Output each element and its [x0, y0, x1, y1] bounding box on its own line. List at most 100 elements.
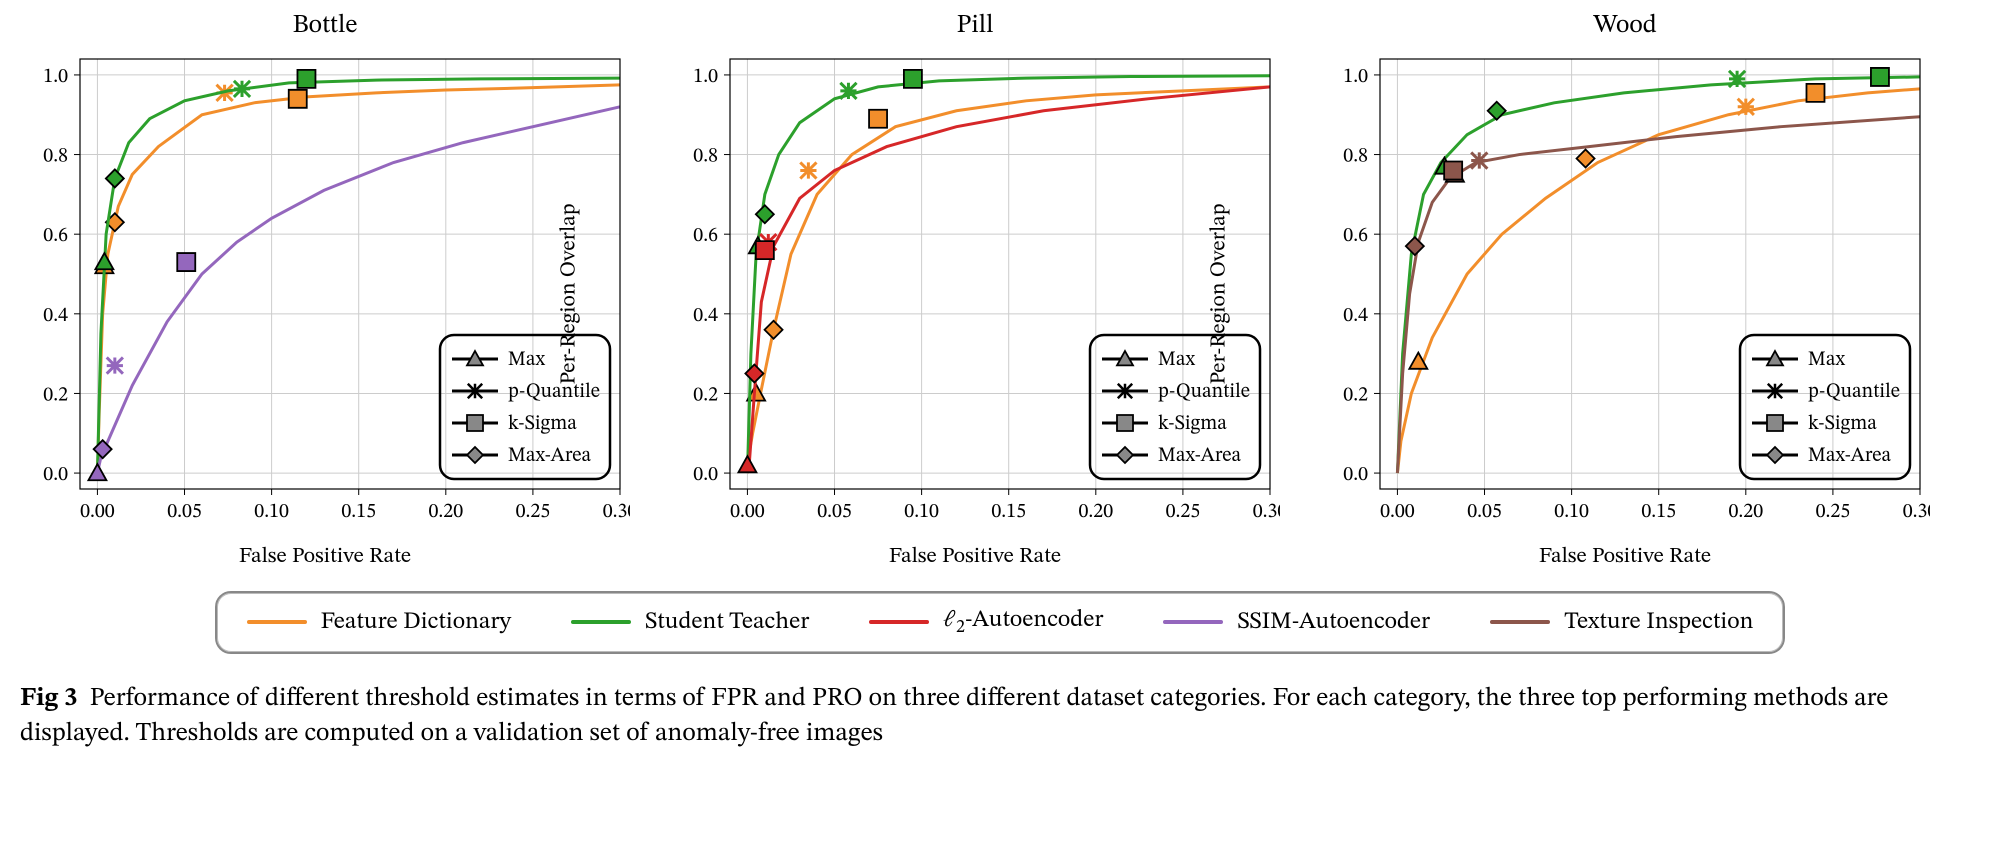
panel-pill: Pill Per-Region Overlap 0.000.050.100.15… [670, 10, 1280, 571]
x-axis-label: False Positive Rate [1320, 543, 1930, 571]
marker-triangle [738, 456, 756, 472]
legend-swatch [1163, 620, 1223, 624]
panel-title: Wood [1320, 10, 1930, 43]
marker-cross [800, 162, 816, 178]
main-legend-row: Feature Dictionary Student Teacher ℓ2-Au… [20, 591, 1980, 654]
marker-legend-label: Max [1808, 350, 1846, 370]
xtick-label: 0.05 [817, 502, 852, 522]
ytick-label: 0.4 [693, 306, 718, 326]
figure-caption: Fig 3 Performance of different threshold… [20, 682, 1980, 752]
legend-swatch [247, 620, 307, 624]
ytick-label: 0.0 [693, 465, 718, 485]
marker-cross [1729, 71, 1745, 87]
legend-label: Texture Inspection [1564, 607, 1753, 637]
marker-square [177, 253, 195, 271]
chart-svg: 0.000.050.100.150.200.250.300.00.20.40.6… [1320, 49, 1930, 539]
marker-legend-label: Max [508, 350, 546, 370]
xtick-label: 0.30 [603, 502, 630, 522]
xtick-label: 0.20 [1729, 502, 1764, 522]
marker-diamond [106, 169, 124, 187]
marker-legend-label: Max-Area [508, 446, 592, 466]
xtick-label: 0.00 [80, 502, 115, 522]
ytick-label: 0.6 [43, 226, 68, 246]
marker-cross [107, 357, 123, 373]
main-legend-item-feature_dictionary: Feature Dictionary [247, 607, 512, 637]
panel-wood: Wood Per-Region Overlap 0.000.050.100.15… [1320, 10, 1930, 571]
x-axis-label: False Positive Rate [20, 543, 630, 571]
legend-label: Feature Dictionary [321, 607, 512, 637]
caption-text: Performance of different threshold estim… [20, 686, 1888, 747]
marker-square [756, 241, 774, 259]
ytick-label: 1.0 [693, 67, 718, 87]
figure: Bottle Per-Region Overlap 0.00 0.05 0.10 0.… [20, 10, 1980, 752]
xtick-label: 0.15 [341, 502, 376, 522]
legend-swatch [1490, 620, 1550, 624]
main-legend-item-texture_inspection: Texture Inspection [1490, 607, 1753, 637]
ytick-label: 0.6 [693, 226, 718, 246]
xtick-label: 0.20 [429, 502, 464, 522]
ytick-label: 1.0 [1343, 67, 1368, 87]
marker-legend-label: p-Quantile [508, 382, 600, 402]
chart-svg: 0.000.050.100.150.200.250.300.00.20.40.6… [20, 49, 630, 539]
panel-title: Pill [670, 10, 1280, 43]
x-axis-label: False Positive Rate [670, 543, 1280, 571]
marker-legend-label: k-Sigma [1158, 414, 1227, 434]
marker-diamond [765, 321, 783, 339]
main-legend-item-student_teacher: Student Teacher [571, 607, 809, 637]
marker-legend-label: Max-Area [1158, 446, 1242, 466]
marker-square [1871, 68, 1889, 86]
ytick-label: 0.8 [693, 147, 718, 167]
xtick-label: 0.00 [730, 502, 765, 522]
marker-legend-label: Max [1158, 350, 1196, 370]
xtick-label: 0.10 [1554, 502, 1589, 522]
main-legend: Feature Dictionary Student Teacher ℓ2-Au… [215, 591, 1786, 654]
ytick-label: 0.8 [43, 147, 68, 167]
panels-row: Bottle Per-Region Overlap 0.00 0.05 0.10 0.… [20, 10, 1980, 571]
marker-diamond [745, 365, 763, 383]
y-axis-label: Per-Region Overlap [555, 203, 583, 384]
marker-square [904, 70, 922, 88]
marker-diamond [1406, 237, 1424, 255]
legend-swatch [869, 620, 929, 624]
xtick-label: 0.00 [1380, 502, 1415, 522]
caption-label: Fig 3 [20, 686, 77, 712]
marker-square [297, 70, 315, 88]
marker-square [869, 110, 887, 128]
panel-bottle: Bottle Per-Region Overlap 0.000.050.100.… [20, 10, 630, 571]
marker-legend-label: k-Sigma [508, 414, 577, 434]
xtick-label: 0.25 [1166, 502, 1201, 522]
ytick-label: 0.4 [43, 306, 68, 326]
marker-triangle [95, 253, 113, 269]
ytick-label: 0.2 [1343, 385, 1368, 405]
legend-label: SSIM-Autoencoder [1237, 607, 1430, 637]
ytick-label: 0.2 [693, 385, 718, 405]
marker-legend-label: k-Sigma [1808, 414, 1877, 434]
xtick-label: 0.05 [1467, 502, 1502, 522]
marker-legend-label: Max-Area [1808, 446, 1892, 466]
marker-cross [840, 83, 856, 99]
ytick-label: 0.6 [1343, 226, 1368, 246]
marker-square [1444, 161, 1462, 179]
xtick-label: 0.30 [1253, 502, 1280, 522]
ytick-label: 0.0 [43, 465, 68, 485]
main-legend-item-ssim_autoencoder: SSIM-Autoencoder [1163, 607, 1430, 637]
marker-square [1806, 84, 1824, 102]
panel-title: Bottle [20, 10, 630, 43]
marker-cross [234, 81, 250, 97]
xtick-label: 0.10 [904, 502, 939, 522]
marker-diamond [94, 440, 112, 458]
xtick-label: 0.30 [1903, 502, 1930, 522]
ytick-label: 1.0 [43, 67, 68, 87]
xtick-label: 0.25 [1816, 502, 1851, 522]
xtick-label: 0.15 [1641, 502, 1676, 522]
xtick-label: 0.20 [1079, 502, 1114, 522]
legend-label: ℓ2-Autoencoder [943, 605, 1103, 640]
legend-label: Student Teacher [645, 607, 809, 637]
marker-cross [1471, 152, 1487, 168]
marker-legend-label: p-Quantile [1158, 382, 1250, 402]
marker-triangle [88, 464, 106, 480]
ytick-label: 0.8 [1343, 147, 1368, 167]
ytick-label: 0.2 [43, 385, 68, 405]
marker-square [289, 90, 307, 108]
marker-cross [1738, 99, 1754, 115]
